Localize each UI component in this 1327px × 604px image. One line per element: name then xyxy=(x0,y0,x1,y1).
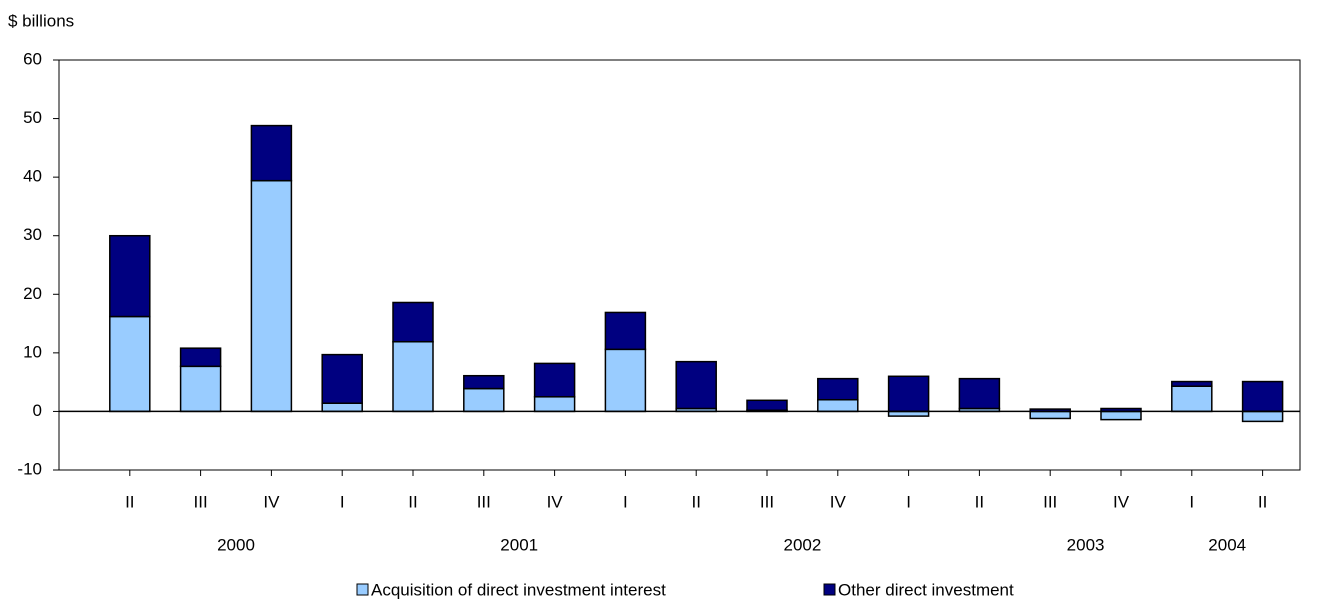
bar-segment xyxy=(533,396,576,413)
bar-segment xyxy=(109,234,151,318)
year-label: 2002 xyxy=(783,535,821,554)
bar-segment xyxy=(746,399,788,412)
y-tick-label: 10 xyxy=(23,342,42,361)
y-axis-label: $ billions xyxy=(8,11,74,30)
bar-segment xyxy=(675,360,717,410)
x-tick-label: IV xyxy=(830,492,847,511)
bar-segment xyxy=(1029,410,1071,420)
bar-segment xyxy=(1100,410,1142,421)
legend-label: Acquisition of direct investment interes… xyxy=(371,580,666,599)
bar-segment xyxy=(463,387,505,413)
year-label: 2003 xyxy=(1067,535,1105,554)
bar-segment xyxy=(321,353,363,404)
bar-segment xyxy=(887,375,930,413)
x-tick-label: I xyxy=(906,492,911,511)
bar-segment xyxy=(179,347,222,368)
x-tick-label: III xyxy=(760,492,774,511)
y-tick-label: 50 xyxy=(23,108,42,127)
legend-swatch xyxy=(356,583,369,596)
x-tick-label: II xyxy=(691,492,700,511)
y-tick-label: 40 xyxy=(23,167,42,186)
x-tick-label: I xyxy=(1189,492,1194,511)
y-tick-label: -10 xyxy=(17,459,42,478)
x-tick-label: IV xyxy=(547,492,564,511)
bar-segment xyxy=(109,315,151,413)
bar-segment xyxy=(958,377,1001,410)
bar-segment xyxy=(392,301,434,343)
year-label: 2004 xyxy=(1208,535,1246,554)
x-tick-label: II xyxy=(975,492,984,511)
bar-segment xyxy=(463,374,505,390)
plot-area xyxy=(58,59,1301,471)
x-tick-label: III xyxy=(477,492,491,511)
x-tick-label: II xyxy=(408,492,417,511)
bar-segment xyxy=(604,348,647,413)
bar-segment xyxy=(1171,380,1213,387)
bar-segment xyxy=(179,365,222,413)
x-tick-label: II xyxy=(125,492,134,511)
y-tick-label: 20 xyxy=(23,284,42,303)
bar-segment xyxy=(604,311,647,351)
legend-swatch xyxy=(823,583,836,596)
bar-segment xyxy=(817,398,859,413)
bar-segment xyxy=(321,402,363,413)
bar-segment xyxy=(533,362,576,398)
x-tick-label: III xyxy=(194,492,208,511)
x-tick-label: I xyxy=(623,492,628,511)
x-tick-label: IV xyxy=(1113,492,1130,511)
x-tick-label: IV xyxy=(263,492,280,511)
year-label: 2000 xyxy=(217,535,255,554)
bar-segment xyxy=(1241,380,1284,413)
bar-segment xyxy=(1241,410,1284,423)
bar-segment xyxy=(250,179,293,413)
bar-segment xyxy=(392,340,434,413)
y-tick-label: 30 xyxy=(23,225,42,244)
legend-label: Other direct investment xyxy=(838,580,1014,599)
x-tick-label: II xyxy=(1258,492,1267,511)
x-tick-label: I xyxy=(340,492,345,511)
y-tick-label: 0 xyxy=(33,401,42,420)
bar-segment xyxy=(250,124,293,182)
year-label: 2001 xyxy=(500,535,538,554)
y-tick-label: 60 xyxy=(23,49,42,68)
bar-segment xyxy=(817,377,859,401)
bar-segment xyxy=(1171,385,1213,413)
x-tick-label: III xyxy=(1043,492,1057,511)
